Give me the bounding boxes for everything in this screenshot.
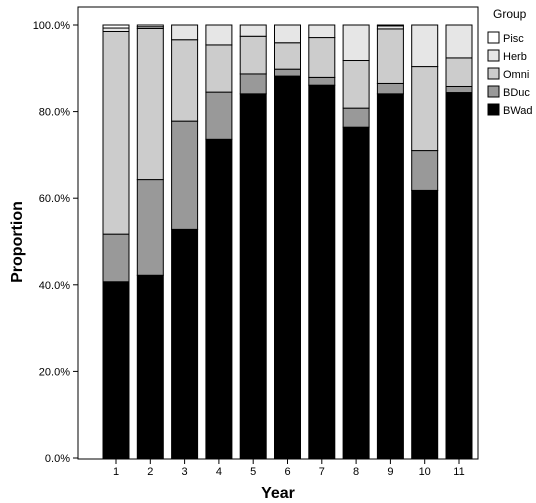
bar-segment-pisc-year-1 [102, 24, 130, 29]
legend-swatch-herb [487, 49, 500, 62]
y-axis-ticks: 0.0% 20.0% 40.0% 60.0% 80.0% 100.0% [33, 20, 78, 465]
x-axis-title: Year [261, 485, 295, 502]
bar-segment-omni-year-9 [376, 28, 404, 84]
bar-segment-pisc-year-2 [136, 24, 164, 28]
bar-segment-bwad-year-10 [411, 189, 439, 459]
legend-label-bwad: BWad [503, 105, 533, 117]
bar-segment-omni-year-7 [308, 37, 336, 78]
x-tick-label: 8 [353, 466, 359, 478]
bar-segment-omni-year-11 [445, 57, 473, 87]
y-tick-label: 40.0% [39, 280, 70, 292]
bar-segment-bduc-year-11 [445, 85, 473, 94]
x-tick-label: 7 [319, 466, 325, 478]
bar-segment-bwad-year-1 [102, 281, 130, 459]
bar-segment-bduc-year-7 [308, 76, 336, 86]
x-tick-label: 5 [250, 466, 256, 478]
bar-segment-bduc-year-5 [239, 73, 267, 95]
bar-segment-bwad-year-8 [342, 126, 370, 459]
legend-label-pisc: Pisc [503, 33, 524, 45]
bar-segment-bduc-year-4 [205, 91, 233, 140]
legend-label-herb: Herb [503, 51, 527, 63]
y-axis-title: Proportion [9, 201, 26, 283]
y-tick-label: 0.0% [45, 453, 70, 465]
bar-segment-herb-year-6 [274, 24, 301, 44]
bar-segment-omni-year-8 [342, 60, 370, 109]
bar-segment-bduc-year-2 [136, 179, 164, 276]
x-tick-label: 1 [113, 466, 119, 478]
x-tick-label: 4 [216, 466, 222, 478]
x-axis-ticks: 1 2 3 4 5 6 7 8 9 10 11 [113, 459, 465, 478]
y-tick-label: 60.0% [39, 193, 70, 205]
legend-swatch-omni [487, 67, 500, 80]
bar-segment-herb-year-4 [205, 24, 233, 46]
bar-segment-omni-year-5 [239, 35, 267, 75]
y-tick-label: 80.0% [39, 107, 70, 119]
bar-segment-omni-year-6 [274, 42, 301, 70]
bar-segment-bduc-year-9 [376, 82, 404, 95]
bar-segment-herb-year-10 [411, 24, 439, 68]
bar-segment-herb-year-1 [102, 27, 130, 32]
plot-frame [77, 6, 479, 460]
bar-segment-herb-year-7 [308, 24, 336, 39]
bar-segment-omni-year-4 [205, 44, 233, 93]
y-tick-label: 20.0% [39, 366, 70, 378]
bar-segment-bwad-year-2 [136, 274, 164, 459]
legend-swatch-bwad [487, 103, 500, 116]
bar-segment-herb-year-8 [342, 24, 370, 62]
x-tick-label: 9 [387, 466, 393, 478]
bar-segment-herb-year-3 [171, 24, 199, 41]
bars-layer [102, 24, 473, 459]
bar-segment-herb-year-5 [239, 24, 267, 37]
bar-segment-herb-year-11 [445, 24, 473, 59]
x-tick-label: 11 [453, 466, 464, 478]
legend-title: Group [493, 7, 527, 21]
x-tick-label: 6 [284, 466, 290, 478]
bar-segment-bwad-year-11 [445, 92, 473, 459]
bar-segment-omni-year-1 [102, 30, 130, 235]
bar-segment-bduc-year-3 [171, 120, 199, 230]
x-tick-label: 10 [419, 466, 431, 478]
bar-segment-omni-year-10 [411, 66, 439, 152]
bar-segment-bwad-year-5 [239, 93, 267, 459]
bar-segment-bwad-year-7 [308, 84, 336, 459]
legend-label-omni: Omni [503, 69, 529, 81]
bar-segment-bduc-year-6 [274, 68, 301, 77]
bar-segment-bduc-year-1 [102, 233, 130, 283]
bar-segment-bduc-year-8 [342, 107, 370, 128]
bar-segment-bwad-year-9 [376, 93, 404, 459]
bar-segment-bwad-year-3 [171, 228, 199, 459]
bar-segment-omni-year-2 [136, 27, 164, 181]
bar-segment-omni-year-3 [171, 39, 199, 122]
bar-segment-bwad-year-4 [205, 138, 233, 459]
bar-segment-bwad-year-6 [274, 75, 301, 459]
bar-segment-bduc-year-10 [411, 150, 439, 191]
legend-label-bduc: BDuc [503, 87, 530, 99]
bar-segment-pisc-year-9 [376, 24, 404, 27]
x-tick-label: 3 [182, 466, 188, 478]
legend: Pisc Herb Omni BDuc BWad [487, 31, 533, 117]
legend-swatch-bduc [487, 85, 500, 98]
y-tick-label: 100.0% [33, 20, 71, 32]
x-tick-label: 2 [147, 466, 153, 478]
legend-swatch-pisc [487, 31, 500, 44]
